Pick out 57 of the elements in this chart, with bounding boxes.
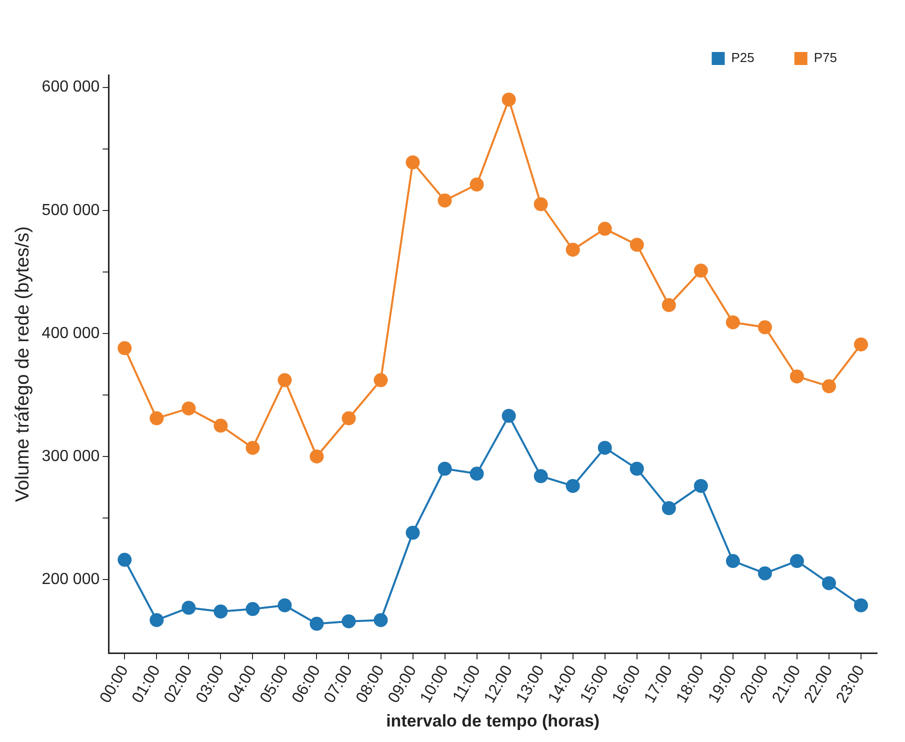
point (342, 614, 356, 628)
point (118, 341, 132, 356)
point (310, 449, 324, 464)
point (278, 373, 292, 388)
point (374, 613, 388, 628)
point (502, 92, 516, 107)
point (118, 552, 132, 567)
y-tick-label: 200 000 (42, 570, 100, 588)
point (182, 600, 196, 615)
y-tick-label: 400 000 (42, 324, 100, 342)
x-axis-title: intervalo de tempo (horas) (386, 711, 600, 730)
point (246, 602, 260, 616)
point (150, 613, 164, 628)
point (758, 566, 772, 580)
point (310, 616, 324, 631)
y-tick-label: 300 000 (42, 448, 100, 465)
y-tick-label: 600 000 (42, 78, 100, 96)
point (726, 315, 740, 330)
point (758, 320, 772, 334)
point (342, 411, 356, 426)
y-axis-title: Volume tráfego de rede (bytes/s) (12, 226, 34, 502)
point (630, 238, 644, 252)
point (694, 478, 708, 493)
point (790, 369, 804, 384)
point (790, 554, 804, 568)
point (406, 155, 420, 170)
point (438, 194, 452, 208)
point (822, 576, 836, 590)
point (726, 554, 740, 568)
point (406, 526, 420, 540)
point (438, 462, 452, 476)
point (374, 373, 388, 388)
point (630, 462, 644, 476)
point (534, 197, 548, 212)
point (182, 401, 196, 416)
point (470, 466, 484, 481)
point (598, 222, 612, 236)
point (822, 379, 836, 394)
point (502, 408, 516, 423)
point (534, 469, 548, 484)
point (214, 604, 228, 618)
point (150, 411, 164, 426)
point (278, 598, 292, 612)
legend-label: P25 (731, 50, 754, 66)
point (246, 440, 260, 455)
point (470, 178, 484, 192)
point (566, 478, 580, 493)
point (662, 501, 676, 516)
legend-label: P75 (814, 50, 838, 66)
point (854, 337, 868, 352)
point (214, 418, 228, 433)
point (598, 440, 612, 455)
point (566, 242, 580, 257)
point (662, 298, 676, 312)
point (694, 264, 708, 278)
y-tick-label: 500 000 (42, 202, 100, 219)
point (854, 598, 868, 612)
